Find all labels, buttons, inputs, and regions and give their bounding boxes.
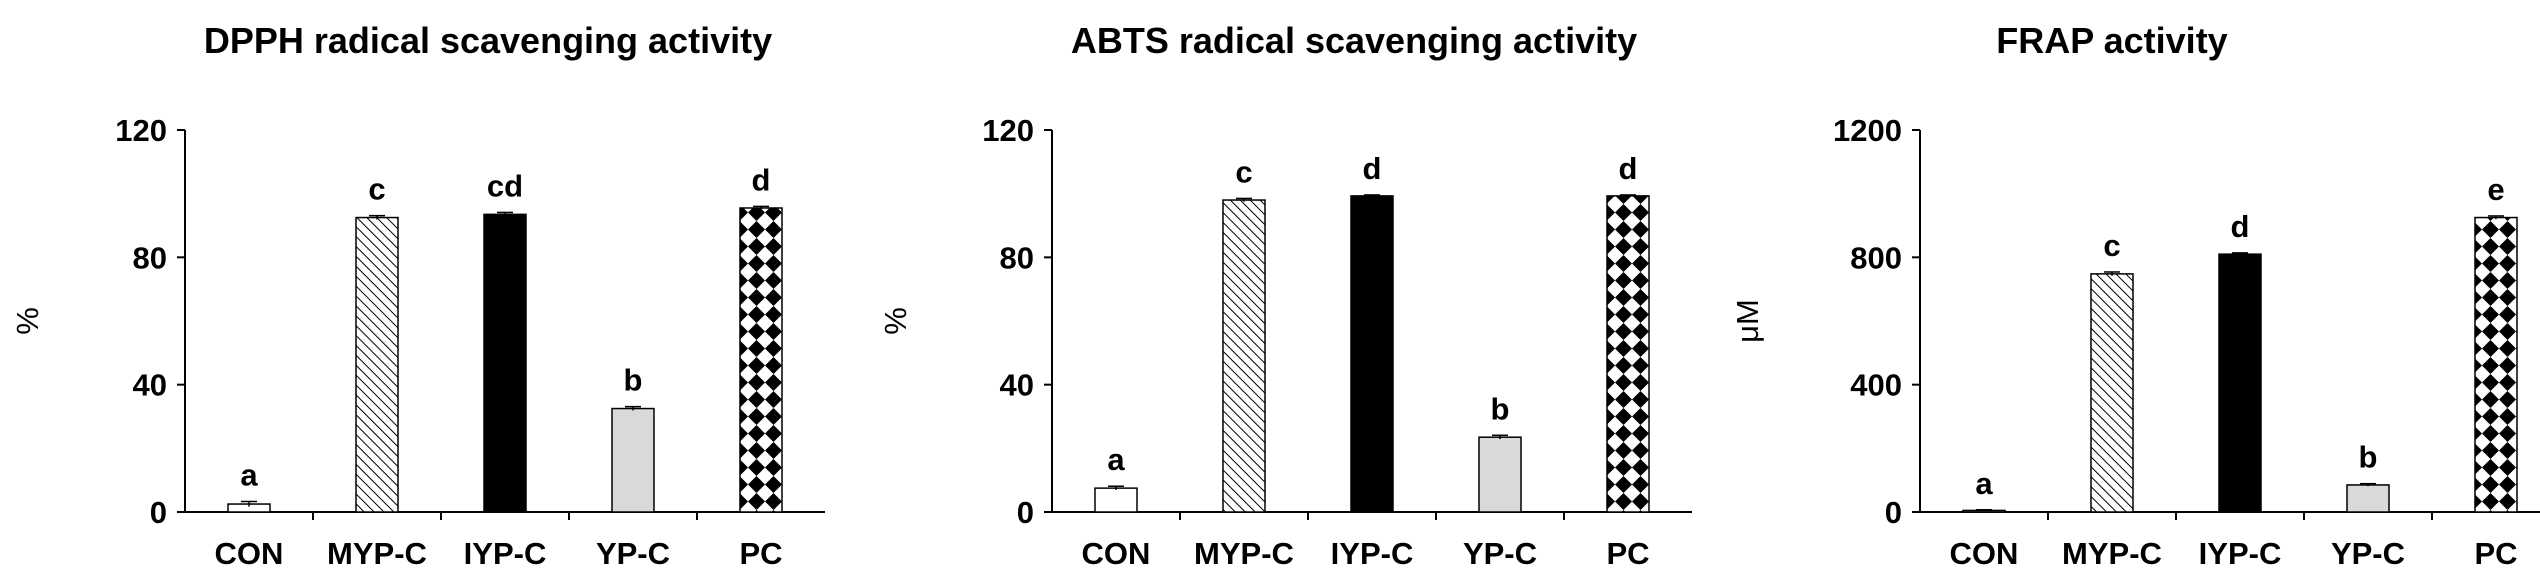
y-tick-label: 800	[1850, 240, 1902, 275]
y-tick-label: 80	[1000, 240, 1034, 275]
y-tick-label: 0	[1017, 495, 1034, 530]
category-label: MYP-C	[1194, 536, 1294, 571]
category-label: YP-C	[1463, 536, 1537, 571]
significance-label: d	[1619, 151, 1638, 186]
category-label: CON	[215, 536, 284, 571]
y-tick-label: 120	[982, 113, 1034, 148]
y-axis-label: %	[878, 307, 913, 335]
y-tick-label: 1200	[1833, 113, 1902, 148]
y-tick-label: 120	[115, 113, 167, 148]
category-label: IYP-C	[1331, 536, 1414, 571]
category-label: CON	[1950, 536, 2019, 571]
y-axis-label: μM	[1730, 299, 1765, 343]
significance-label: a	[1975, 466, 1993, 501]
chart-panel-2: ABTS radical scavenging activity% 0 40 80 12…	[878, 20, 1692, 571]
category-label: YP-C	[2331, 536, 2405, 571]
category-label: PC	[739, 536, 782, 571]
category-label: CON	[1082, 536, 1151, 571]
significance-label: b	[2359, 440, 2378, 475]
chart-panel-1: DPPH radical scavenging activity% 0 40 80 12…	[10, 20, 825, 571]
y-tick-label: 400	[1850, 368, 1902, 403]
significance-label: d	[1363, 151, 1382, 186]
significance-label: cd	[487, 168, 523, 203]
chart-title: DPPH radical scavenging activity	[204, 20, 772, 61]
bar-iyp-c	[2218, 253, 2262, 513]
bar-yp-c	[2346, 484, 2390, 513]
category-label: YP-C	[596, 536, 670, 571]
bar-yp-c	[611, 407, 655, 513]
bar-iyp-c	[1350, 195, 1394, 513]
significance-label: e	[2487, 172, 2504, 207]
significance-label: b	[624, 363, 643, 398]
y-axis-label: %	[10, 307, 45, 335]
y-tick-label: 40	[1000, 368, 1034, 403]
bar-myp-c	[2090, 273, 2134, 513]
bar-pc	[1606, 195, 1650, 513]
bar-myp-c	[1222, 199, 1266, 513]
significance-label: a	[1107, 442, 1125, 477]
chart-title: FRAP activity	[1996, 20, 2227, 61]
bar-myp-c	[355, 216, 399, 513]
significance-label: c	[2103, 228, 2120, 263]
chart-panel-3: FRAP activity μM 0 400 800 1200 a CON c MYP-C d IYP…	[1730, 20, 2540, 571]
significance-label: a	[240, 457, 258, 492]
category-label: IYP-C	[464, 536, 547, 571]
significance-label: c	[1235, 154, 1252, 189]
significance-label: d	[752, 162, 771, 197]
category-label: PC	[1606, 536, 1649, 571]
bar-pc	[2474, 216, 2518, 513]
bar-con	[1094, 487, 1138, 513]
y-tick-label: 0	[1885, 495, 1902, 530]
chart-title: ABTS radical scavenging activity	[1071, 20, 1637, 61]
significance-label: d	[2231, 209, 2250, 244]
significance-label: b	[1491, 391, 1510, 426]
category-label: PC	[2474, 536, 2517, 571]
category-label: IYP-C	[2199, 536, 2282, 571]
bar-pc	[739, 207, 783, 513]
y-tick-label: 0	[150, 495, 167, 530]
bar-yp-c	[1478, 436, 1522, 513]
y-tick-label: 40	[133, 368, 167, 403]
bar-iyp-c	[483, 213, 527, 513]
category-label: MYP-C	[2062, 536, 2162, 571]
significance-label: c	[368, 172, 385, 207]
y-tick-label: 80	[133, 240, 167, 275]
category-label: MYP-C	[327, 536, 427, 571]
